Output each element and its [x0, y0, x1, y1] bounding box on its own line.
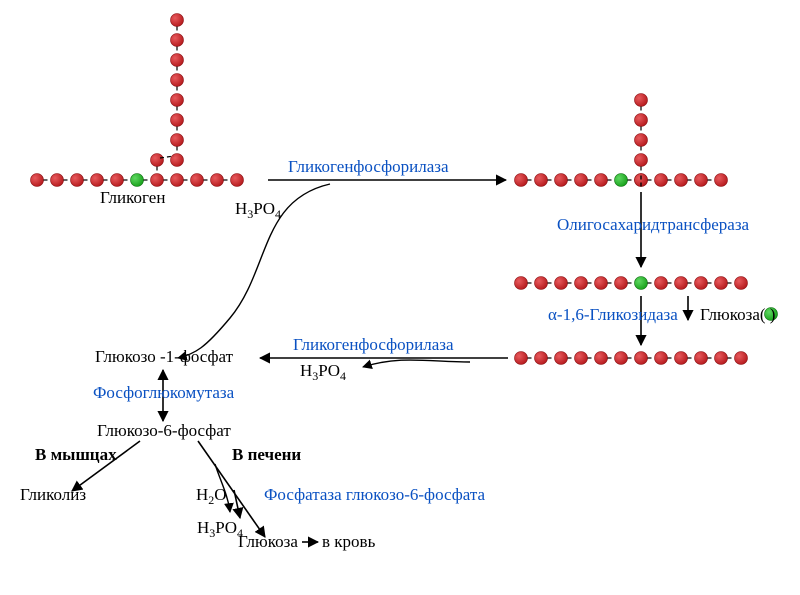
glucose-unit-ball — [211, 174, 224, 187]
label-glycolysis: Гликолиз — [20, 485, 86, 504]
label-enz_gp: Гликогенфосфорилаза — [288, 157, 449, 176]
glucose-unit-ball — [171, 74, 184, 87]
glucose-unit-ball — [131, 174, 144, 187]
glucose-unit-ball — [675, 174, 688, 187]
glucose-unit-ball — [635, 154, 648, 167]
glucose-unit-ball — [735, 352, 748, 365]
glucose-unit-ball — [675, 277, 688, 290]
curve-arrow-1 — [363, 360, 470, 367]
glucose-unit-ball — [191, 174, 204, 187]
label-enz_ost: Олигосахаридтрансфераза — [557, 215, 750, 234]
glucose-unit-ball — [151, 174, 164, 187]
glucose-unit-ball — [555, 352, 568, 365]
chem-h3po4: H3PO4 — [300, 361, 346, 383]
glucose-unit-ball — [171, 114, 184, 127]
glucose-unit-ball — [635, 94, 648, 107]
chain-botR_h — [515, 352, 748, 365]
glucose-unit-ball — [595, 174, 608, 187]
label-glucose: Глюкоза — [238, 532, 298, 551]
glucose-unit-ball — [51, 174, 64, 187]
glucose-unit-ball — [575, 277, 588, 290]
chain-midR_h — [515, 277, 748, 290]
chain-topR_h — [515, 174, 728, 187]
chain-topL_v2 — [171, 14, 184, 167]
glucose-unit-ball — [555, 174, 568, 187]
glucose-unit-ball — [595, 277, 608, 290]
glucose-unit-ball — [575, 174, 588, 187]
glucose-unit-ball — [635, 352, 648, 365]
glucose-unit-ball — [555, 277, 568, 290]
glucose-unit-ball — [615, 277, 628, 290]
label-enz_pgm: Фосфоглюкомутаза — [93, 383, 235, 402]
glucose-unit-ball — [535, 174, 548, 187]
glucose-unit-ball — [171, 94, 184, 107]
glucose-unit-ball — [575, 352, 588, 365]
glucose-unit-ball — [695, 352, 708, 365]
label-to_blood: в кровь — [322, 532, 376, 551]
chem-h3po4: H3PO4 — [235, 199, 281, 221]
glucose-unit-ball — [171, 174, 184, 187]
chain-topR_v — [635, 94, 648, 187]
glucose-unit-ball — [111, 174, 124, 187]
glucose-unit-ball — [171, 54, 184, 67]
arrow-9 — [234, 490, 240, 518]
glucose-unit-ball — [515, 174, 528, 187]
chain-topL_v1 — [151, 154, 164, 167]
label-g1p: Глюкозо -1-фосфат — [95, 347, 234, 366]
glucose-unit-ball — [595, 352, 608, 365]
glucose-unit-ball — [715, 174, 728, 187]
glucose-unit-ball — [715, 352, 728, 365]
glucose-unit-ball — [615, 352, 628, 365]
glucose-unit-ball — [151, 154, 164, 167]
glucose-unit-ball — [655, 352, 668, 365]
glucose-unit-ball — [31, 174, 44, 187]
glucose-unit-ball — [91, 174, 104, 187]
label-g6p: Глюкозо-6-фосфат — [97, 421, 231, 440]
label-liver: В печени — [232, 445, 301, 464]
glucose-unit-ball — [635, 277, 648, 290]
chem-h3po4: H3PO4 — [197, 518, 243, 540]
glucose-unit-ball — [635, 134, 648, 147]
chem-h2o: H2O — [196, 485, 227, 507]
label-enz_g6p: Фосфатаза глюкозо-6-фосфата — [264, 485, 485, 504]
glucose-unit-ball — [635, 114, 648, 127]
label-enz_a16: α-1,6-Гликозидаза — [548, 305, 678, 324]
glucose-unit-ball — [715, 277, 728, 290]
glucose-unit-ball — [515, 352, 528, 365]
glucose-unit-ball — [655, 277, 668, 290]
glucose-unit-ball — [535, 277, 548, 290]
glucose-unit-ball — [71, 174, 84, 187]
glucose-unit-ball — [675, 352, 688, 365]
label-muscle: В мышцах — [35, 445, 117, 464]
glucose-unit-ball — [171, 14, 184, 27]
glucose-unit-ball — [535, 352, 548, 365]
glucose-unit-ball — [171, 134, 184, 147]
glucose-unit-ball — [515, 277, 528, 290]
label-glycogen: Гликоген — [100, 188, 165, 207]
glucose-unit-ball — [231, 174, 244, 187]
glucose-unit-ball — [171, 154, 184, 167]
chain-topL_h — [31, 174, 244, 187]
glucose-unit-ball — [655, 174, 668, 187]
glucose-unit-ball — [615, 174, 628, 187]
glucose-unit-ball — [171, 34, 184, 47]
glucose-unit-ball — [695, 277, 708, 290]
glucose-unit-ball — [735, 277, 748, 290]
glucose-unit-ball — [695, 174, 708, 187]
label-enz_gp: Гликогенфосфорилаза — [293, 335, 454, 354]
label-glucose_ball: Глюкоза( ) — [700, 305, 775, 324]
